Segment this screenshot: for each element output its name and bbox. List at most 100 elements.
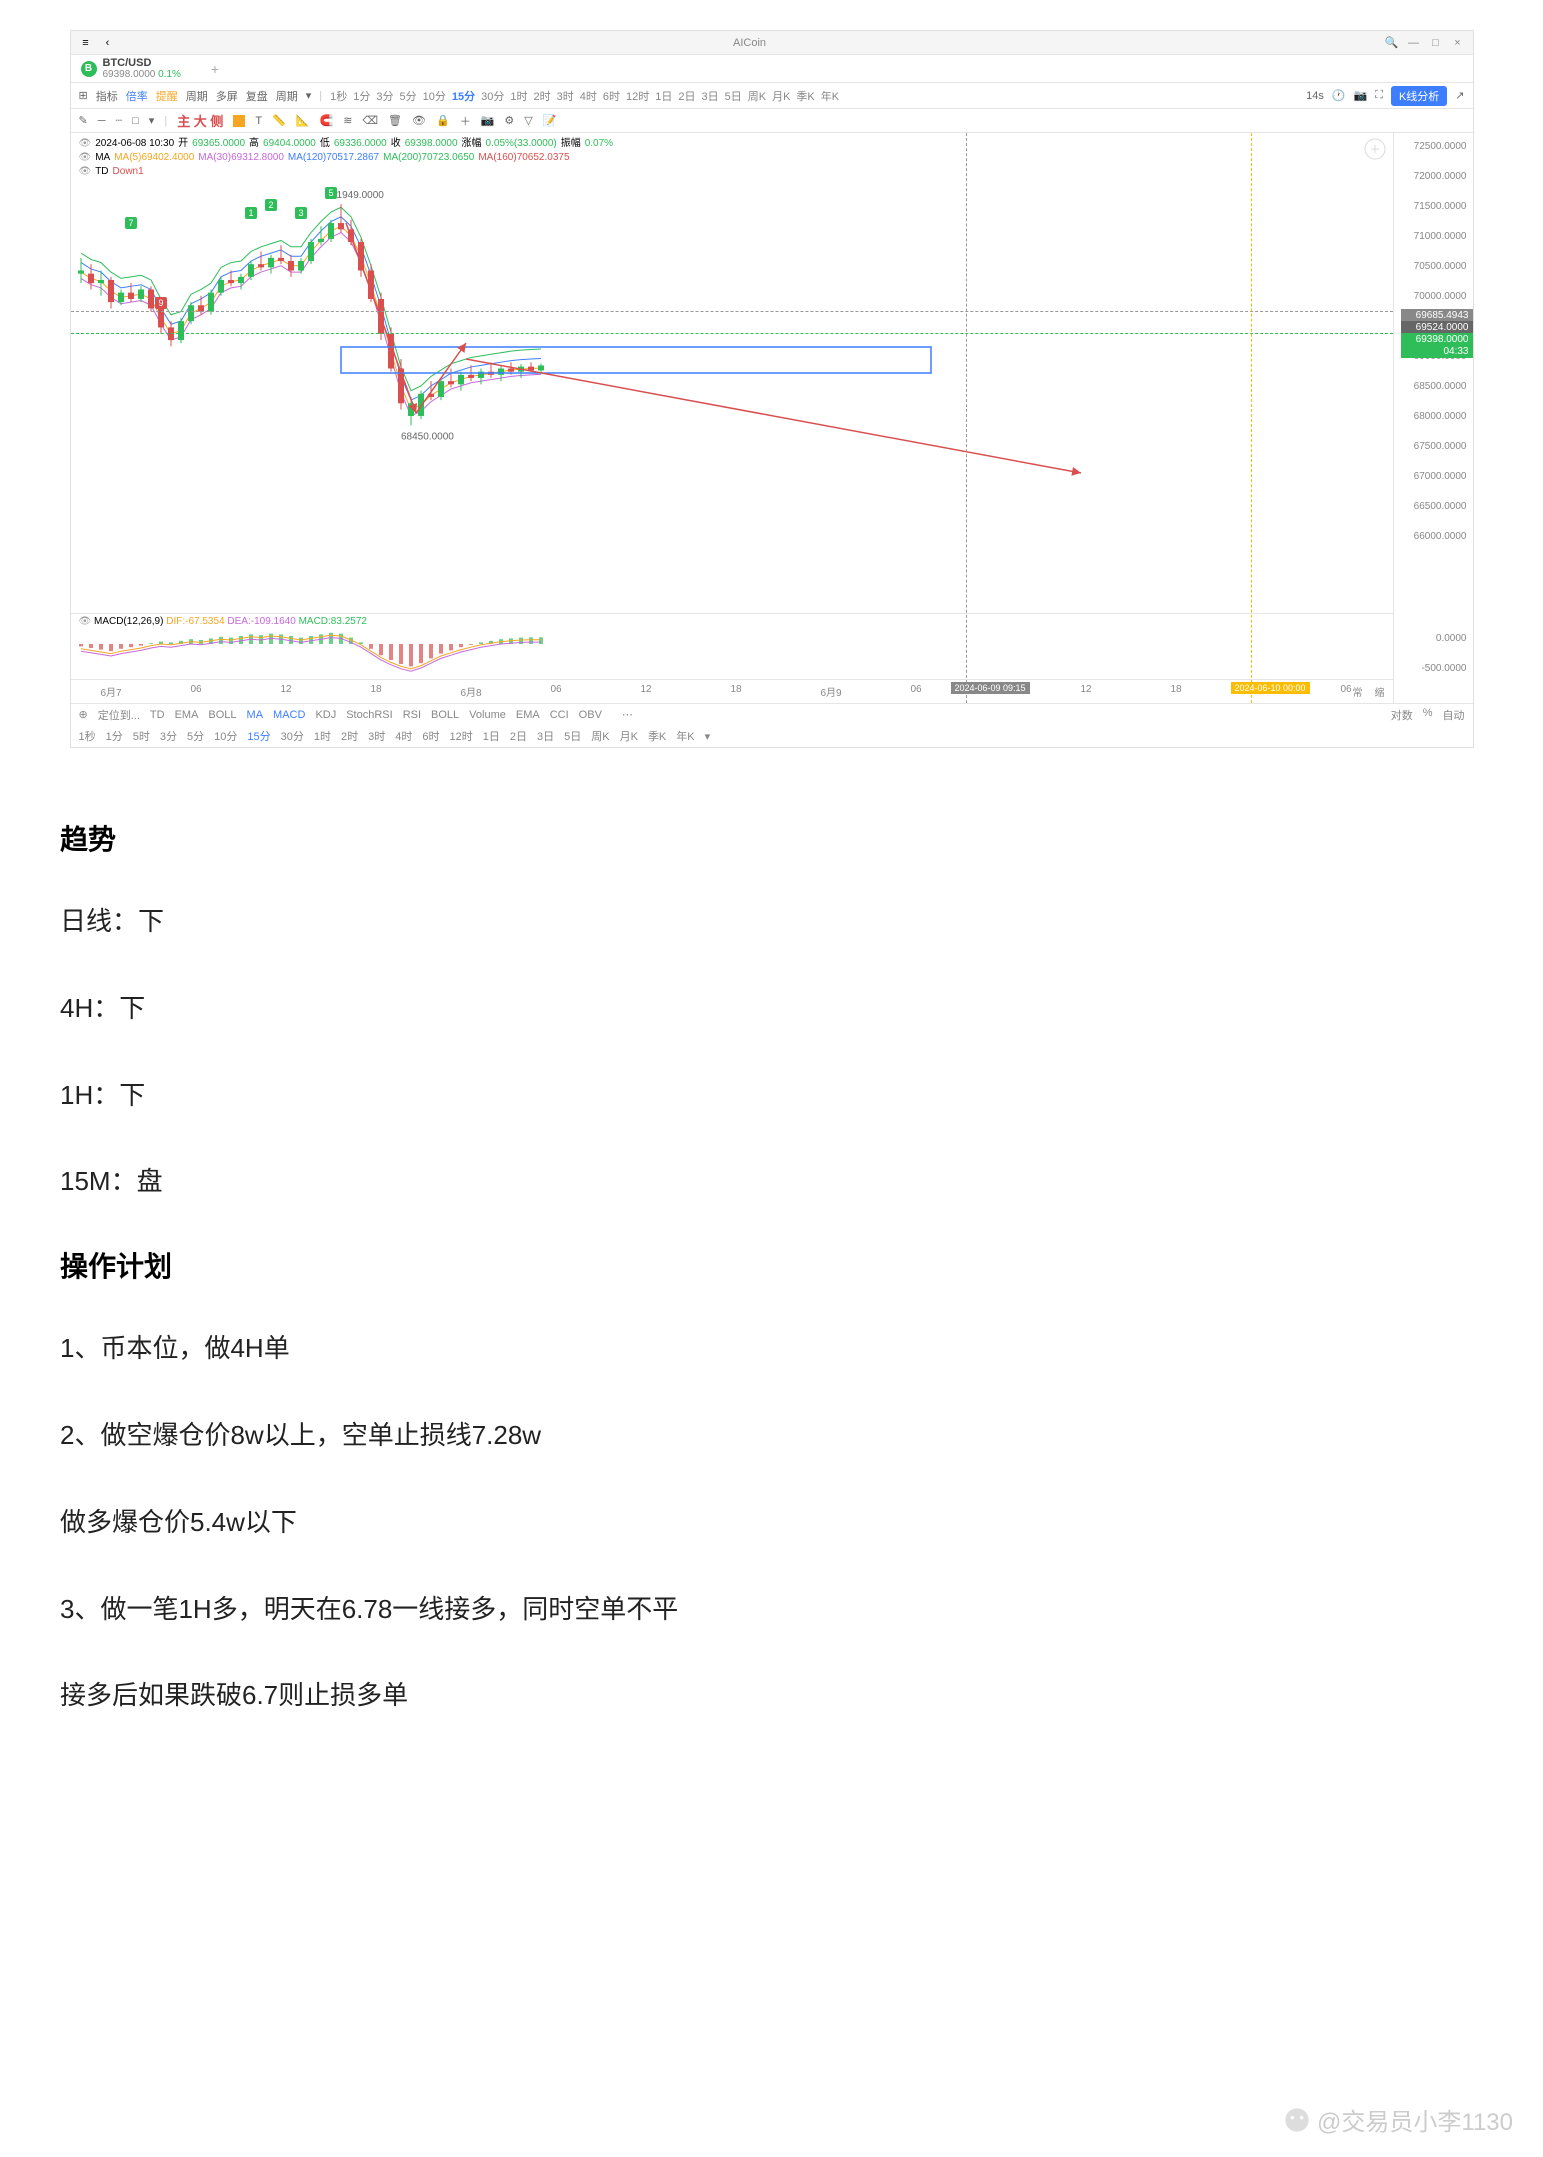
freq-btn[interactable]: 倍率 (126, 88, 148, 104)
tf2-1日[interactable]: 1日 (483, 728, 500, 744)
indicator-MACD[interactable]: MACD (273, 709, 305, 721)
close-icon[interactable]: × (1451, 36, 1465, 50)
x-right[interactable]: 常 (1353, 684, 1363, 699)
indicator-KDJ[interactable]: KDJ (315, 709, 336, 721)
timeframe-15分[interactable]: 15分 (452, 91, 475, 103)
indicator-CCI[interactable]: CCI (550, 709, 569, 721)
tf2-6时[interactable]: 6时 (422, 728, 439, 744)
period-btn[interactable]: 周期 (276, 88, 298, 104)
log-btn[interactable]: 对数 (1391, 707, 1413, 723)
eye-icon[interactable]: 👁 (79, 616, 92, 627)
eye-icon[interactable]: 👁 (412, 114, 426, 127)
timeframe-周K[interactable]: 周K (748, 91, 766, 103)
tf2-2时[interactable]: 2时 (341, 728, 358, 744)
timeframe-2时[interactable]: 2时 (533, 91, 550, 103)
timeframe-1日[interactable]: 1日 (655, 91, 672, 103)
tf2-年K[interactable]: 年K (676, 728, 694, 744)
tf2-3日[interactable]: 3日 (537, 728, 554, 744)
chart-main[interactable]: 👁 2024-06-08 10:30 开69365.0000 高69404.00… (71, 133, 1393, 703)
grid-icon[interactable]: ⊞ (79, 89, 88, 102)
tf2-季K[interactable]: 季K (648, 728, 666, 744)
pencil-icon[interactable]: ✎ (79, 114, 88, 127)
timeframe-5日[interactable]: 5日 (725, 91, 742, 103)
tf2-周K[interactable]: 周K (591, 728, 609, 744)
tf2-1秒[interactable]: 1秒 (79, 728, 96, 744)
fib-icon[interactable]: ≋ (343, 114, 352, 127)
indicator-RSI[interactable]: RSI (403, 709, 421, 721)
back-icon[interactable]: ‹ (101, 36, 115, 50)
tf2-4时[interactable]: 4时 (395, 728, 412, 744)
timeframe-月K[interactable]: 月K (772, 91, 790, 103)
menu-icon[interactable]: ≡ (79, 36, 93, 50)
tf2-5时[interactable]: 5时 (133, 728, 150, 744)
tf2-5日[interactable]: 5日 (564, 728, 581, 744)
locate-btn[interactable]: 定位到... (98, 707, 140, 723)
timeframe-1秒[interactable]: 1秒 (330, 91, 347, 103)
timeframe-3日[interactable]: 3日 (701, 91, 718, 103)
timeframe-季K[interactable]: 季K (796, 91, 814, 103)
indicator-BOLL[interactable]: BOLL (208, 709, 236, 721)
tf2-1时[interactable]: 1时 (314, 728, 331, 744)
timeframe-4时[interactable]: 4时 (580, 91, 597, 103)
main-toggle[interactable]: 主 大 侧 (177, 111, 223, 130)
trash-icon[interactable]: 🗑 (388, 114, 402, 127)
rect-icon[interactable]: □ (132, 115, 139, 127)
timeframe-10分[interactable]: 10分 (423, 91, 446, 103)
capture-icon[interactable]: 📷 (1354, 89, 1368, 102)
tf2-3分[interactable]: 3分 (160, 728, 177, 744)
indicator-BOLL[interactable]: BOLL (431, 709, 459, 721)
tab-btcusd[interactable]: B BTC/USD 69398.0000 0.1% (71, 57, 191, 80)
magnet-icon[interactable]: 🧲 (320, 114, 334, 127)
indicator-OBV[interactable]: OBV (579, 709, 602, 721)
timeframe-年K[interactable]: 年K (821, 91, 839, 103)
timeframe-30分[interactable]: 30分 (481, 91, 504, 103)
pct-btn[interactable]: % (1423, 707, 1433, 723)
color-orange[interactable] (233, 115, 245, 127)
share-icon[interactable]: ↗ (1455, 89, 1464, 102)
eye-icon[interactable]: 👁 (79, 137, 92, 151)
dash-icon[interactable]: ┄ (116, 114, 123, 127)
indicator-EMA[interactable]: EMA (516, 709, 540, 721)
timeframe-6时[interactable]: 6时 (603, 91, 620, 103)
tf2-12时[interactable]: 12时 (450, 728, 473, 744)
pin-icon[interactable]: ⊕ (79, 708, 88, 721)
note-icon[interactable]: 📝 (543, 114, 557, 127)
tf2-10分[interactable]: 10分 (214, 728, 237, 744)
camera-icon[interactable]: 📷 (481, 114, 495, 127)
indicator-btn[interactable]: 指标 (96, 88, 118, 104)
indicator-MA[interactable]: MA (247, 709, 264, 721)
plus-icon[interactable]: ＋ (460, 113, 471, 129)
indicator-EMA[interactable]: EMA (175, 709, 199, 721)
filter-icon[interactable]: ▽ (524, 114, 532, 127)
timeframe-1分[interactable]: 1分 (353, 91, 370, 103)
clock-icon[interactable]: 🕐 (1332, 89, 1346, 102)
chevron-down-icon[interactable]: ▾ (705, 730, 711, 743)
timeframe-12时[interactable]: 12时 (626, 91, 649, 103)
minimize-icon[interactable]: — (1407, 36, 1421, 50)
tf2-2日[interactable]: 2日 (510, 728, 527, 744)
chevron-down-icon[interactable]: ▾ (149, 114, 155, 127)
auto-btn[interactable]: 自动 (1443, 707, 1465, 723)
indicator-StochRSI[interactable]: StochRSI (346, 709, 392, 721)
more-icon[interactable]: ⋯ (622, 708, 633, 721)
tf2-3时[interactable]: 3时 (368, 728, 385, 744)
indicator-Volume[interactable]: Volume (469, 709, 506, 721)
kline-analysis-btn[interactable]: K线分析 (1391, 86, 1447, 106)
chevron-down-icon[interactable]: ▾ (306, 89, 312, 102)
multi-btn[interactable]: 多屏 (216, 88, 238, 104)
line-icon[interactable]: ─ (98, 115, 106, 127)
tf2-1分[interactable]: 1分 (106, 728, 123, 744)
ruler-icon[interactable]: 📏 (272, 114, 286, 127)
fullscreen-icon[interactable]: ⛶ (1375, 89, 1383, 102)
timeframe-3时[interactable]: 3时 (557, 91, 574, 103)
lock-icon[interactable]: 🔒 (436, 114, 450, 127)
timeframe-3分[interactable]: 3分 (376, 91, 393, 103)
maximize-icon[interactable]: □ (1429, 36, 1443, 50)
tf2-30分[interactable]: 30分 (281, 728, 304, 744)
alert-btn[interactable]: 提醒 (156, 88, 178, 104)
eraser-icon[interactable]: ⌫ (362, 114, 378, 127)
tf2-5分[interactable]: 5分 (187, 728, 204, 744)
timeframe-2日[interactable]: 2日 (678, 91, 695, 103)
tf2-月K[interactable]: 月K (620, 728, 638, 744)
cycle-btn[interactable]: 周期 (186, 88, 208, 104)
